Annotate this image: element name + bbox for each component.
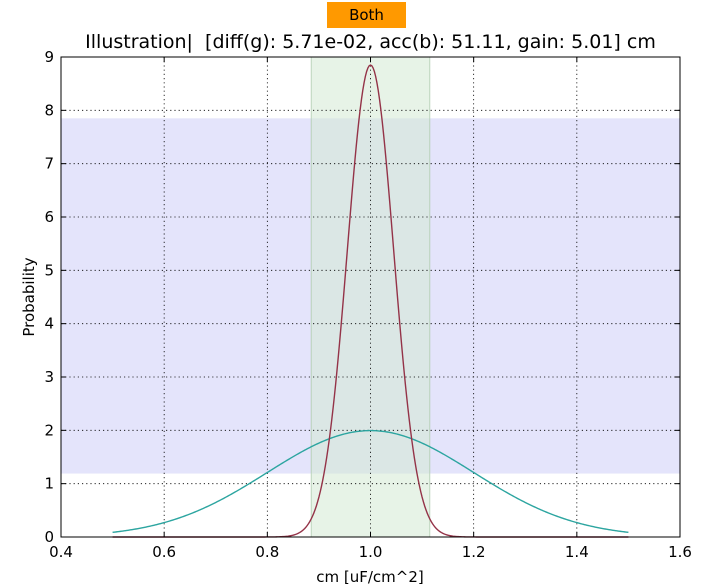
y-tick-label: 4 xyxy=(44,315,54,333)
y-tick-label: 3 xyxy=(44,368,54,386)
y-tick-label: 6 xyxy=(44,208,54,226)
y-tick-label: 1 xyxy=(44,475,54,493)
x-tick-label: 0.4 xyxy=(49,543,73,561)
axes-layer: 0.4 0.6 0.8 1.0 1.2 1.4 1.6 0 1 2 3 4 5 6 7 8 9 xyxy=(44,48,691,561)
x-tick-label: 1.6 xyxy=(668,543,692,561)
x-tick-label: 0.8 xyxy=(255,543,279,561)
x-tick-label: 1.0 xyxy=(359,543,383,561)
y-tick-label: 9 xyxy=(44,48,54,66)
x-axis-label: cm [uF/cm^2] xyxy=(316,568,424,586)
y-tick-label: 8 xyxy=(44,101,54,119)
x-tick-label: 1.4 xyxy=(565,543,589,561)
y-tick-label: 7 xyxy=(44,155,54,173)
both-button[interactable]: Both xyxy=(327,2,406,28)
chart-title: Illustration| [diff(g): 5.71e-02, acc(b)… xyxy=(85,31,656,53)
y-tick-label: 5 xyxy=(44,261,54,279)
x-tick-label: 1.2 xyxy=(462,543,486,561)
wide-gaussian-curve xyxy=(112,429,629,534)
y-axis-label: Probability xyxy=(20,257,38,336)
x-tick-label: 0.6 xyxy=(152,543,176,561)
y-tick-label: 2 xyxy=(44,421,54,439)
plot-frame xyxy=(60,56,681,538)
y-tick-label: 0 xyxy=(44,528,54,546)
